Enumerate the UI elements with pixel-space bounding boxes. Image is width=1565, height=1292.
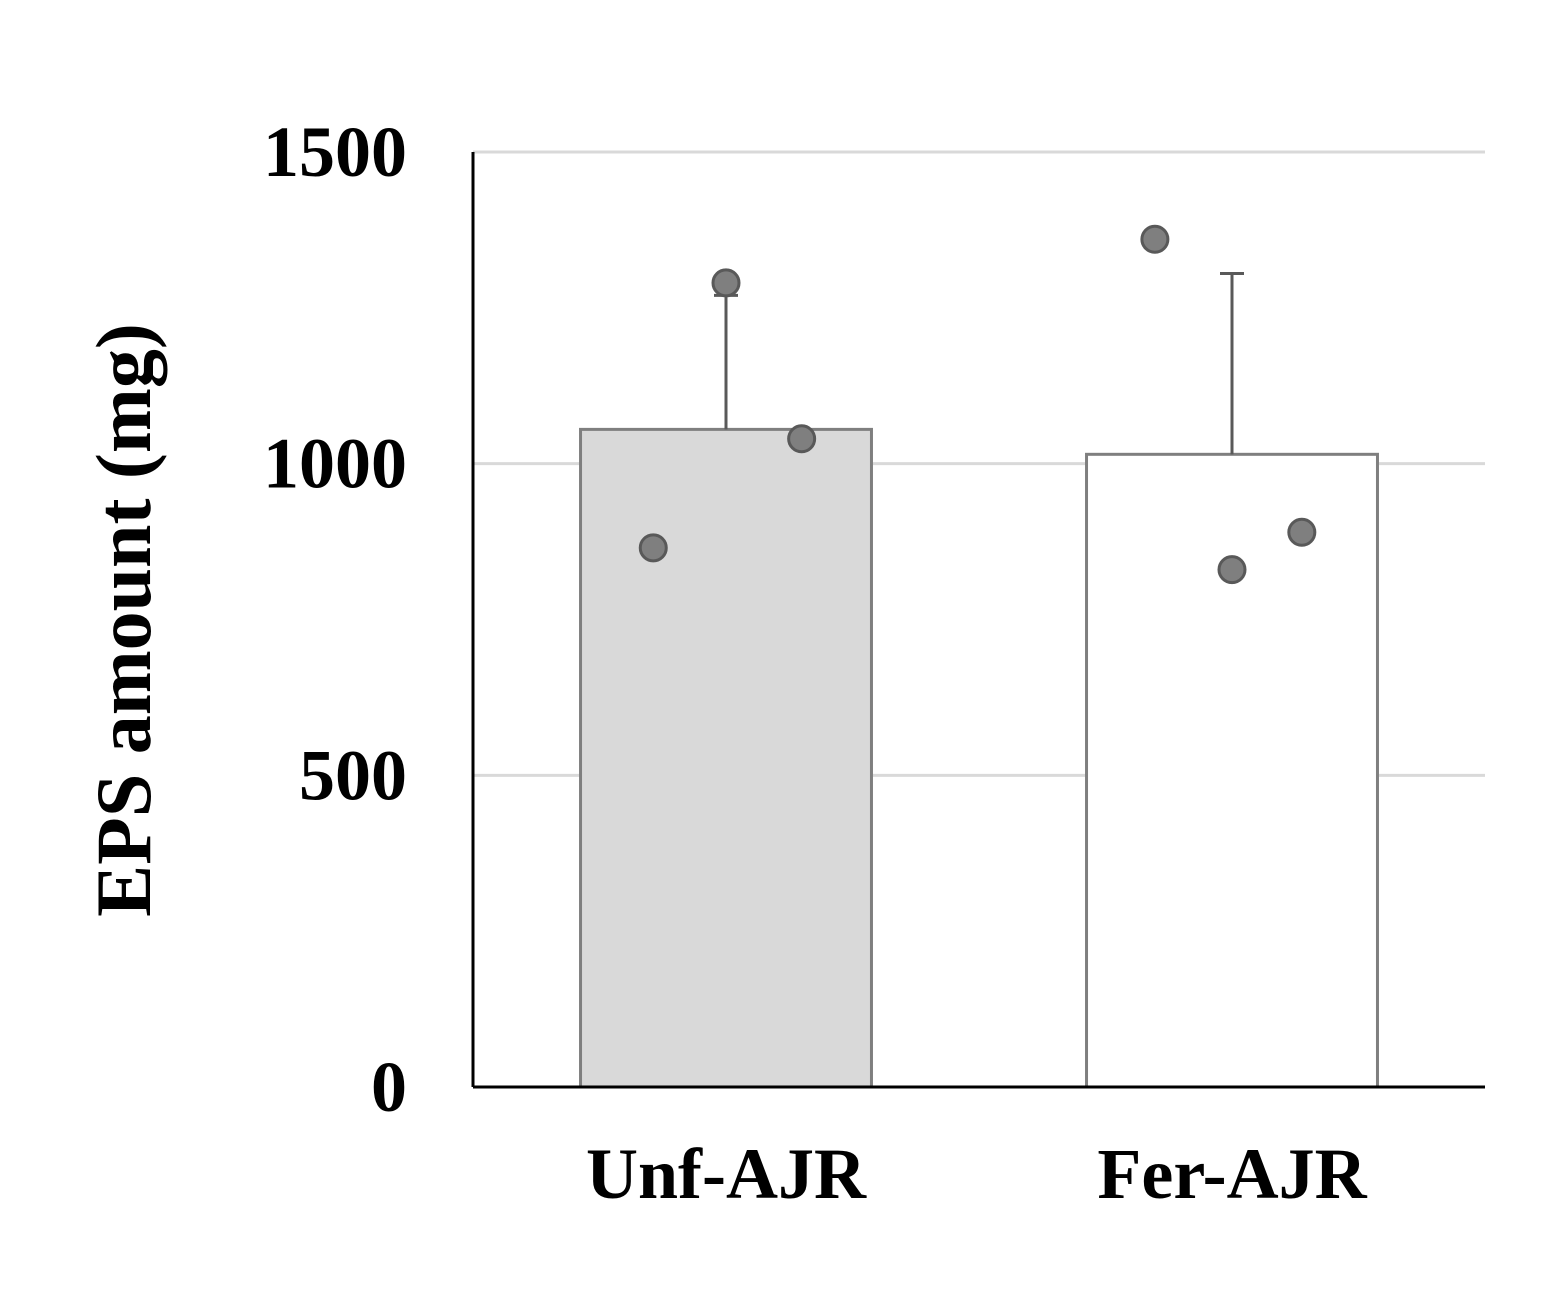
- data-point: [1140, 224, 1170, 254]
- y-tick-label: 0: [371, 1047, 407, 1127]
- data-point: [787, 424, 817, 454]
- x-category-label: Fer-AJR: [1097, 1134, 1367, 1214]
- bar-unf-ajr: [579, 427, 873, 1089]
- data-point: [1217, 555, 1247, 585]
- data-points: [638, 224, 1317, 585]
- x-category-label: Unf-AJR: [586, 1134, 867, 1214]
- y-axis-title: EPS amount (mg): [80, 323, 167, 917]
- y-tick-label: 1000: [263, 424, 407, 504]
- data-point: [1287, 517, 1317, 547]
- data-point: [638, 533, 668, 563]
- data-point: [711, 268, 741, 298]
- y-tick-label: 500: [299, 735, 407, 815]
- x-category-labels: Unf-AJR Fer-AJR: [586, 1134, 1368, 1214]
- bars: [579, 427, 1379, 1089]
- y-tick-label: 1500: [263, 112, 407, 192]
- y-tick-labels: 0 500 1000 1500: [263, 112, 407, 1127]
- axes: [471, 152, 1485, 1089]
- bar-fer-ajr: [1085, 452, 1379, 1089]
